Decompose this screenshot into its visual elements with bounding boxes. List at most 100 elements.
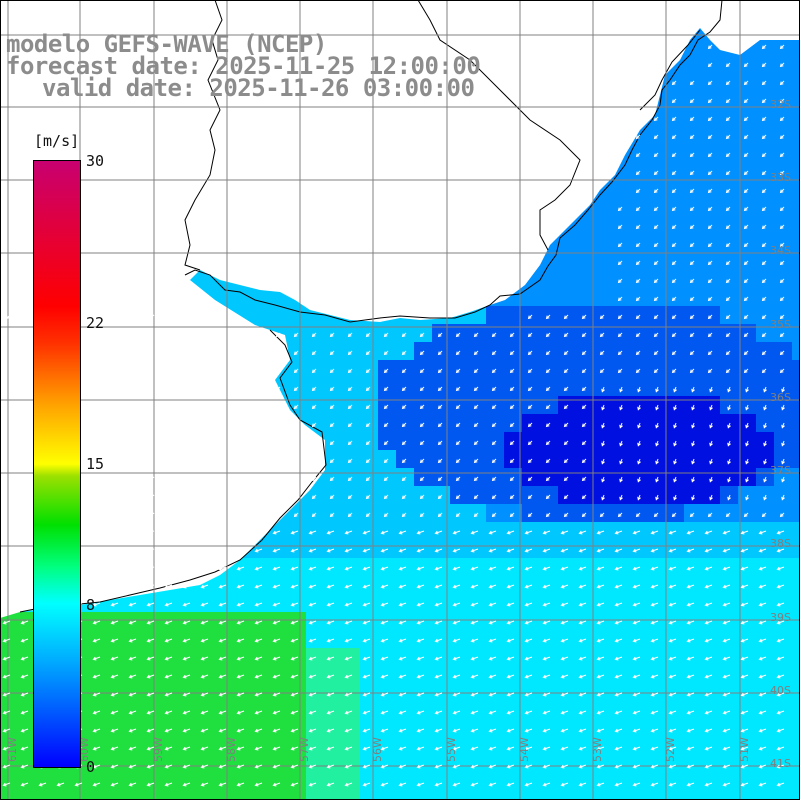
- wind-arrow: [164, 764, 173, 769]
- field-cell: [486, 342, 504, 360]
- wind-arrow: [761, 314, 767, 320]
- wind-arrow: [308, 764, 317, 769]
- wind-arrow: [671, 332, 677, 338]
- wind-arrow: [619, 386, 623, 393]
- wind-arrow: [110, 728, 119, 733]
- wind-arrow: [488, 548, 497, 553]
- wind-arrow: [416, 530, 425, 535]
- wind-arrow: [293, 404, 299, 410]
- field-cell: [612, 432, 630, 450]
- latitude-label: 33S: [770, 171, 791, 184]
- field-cell: [666, 288, 684, 306]
- wind-arrow: [455, 386, 461, 392]
- wind-arrow: [164, 602, 173, 607]
- wind-arrow: [653, 224, 659, 230]
- field-cell: [774, 36, 792, 54]
- wind-arrow: [20, 638, 29, 643]
- field-cell: [774, 144, 792, 162]
- field-cell: [720, 414, 738, 432]
- field-cell: [702, 180, 720, 198]
- field-cell: [666, 792, 684, 800]
- wind-arrow: [146, 746, 155, 751]
- field-cell: [702, 54, 720, 72]
- wind-arrow: [668, 728, 677, 733]
- wind-arrow: [344, 602, 353, 607]
- wind-arrow: [92, 566, 101, 571]
- wind-arrow: [727, 494, 731, 501]
- wind-arrow: [293, 440, 299, 446]
- wind-arrow: [614, 620, 623, 625]
- field-cell: [432, 324, 450, 342]
- field-cell: [792, 144, 800, 162]
- wind-arrow: [704, 674, 713, 679]
- wind-arrow: [239, 386, 245, 392]
- wind-arrow: [722, 584, 731, 589]
- wind-arrow: [691, 422, 695, 429]
- wind-arrow: [344, 530, 353, 535]
- field-cell: [630, 378, 648, 396]
- wind-arrow: [491, 458, 497, 464]
- wind-arrow: [668, 782, 677, 787]
- field-cell: [648, 486, 666, 504]
- wind-arrow: [545, 350, 551, 356]
- wind-arrow: [362, 764, 371, 769]
- wind-arrow: [452, 656, 461, 661]
- wind-arrow: [653, 170, 659, 176]
- wind-arrow: [419, 368, 425, 374]
- wind-arrow: [527, 314, 533, 320]
- wind-arrow: [254, 566, 263, 571]
- wind-arrow: [707, 260, 713, 266]
- field-cell: [342, 414, 360, 432]
- wind-arrow: [20, 782, 29, 787]
- field-cell: [450, 504, 468, 522]
- field-cell: [774, 432, 792, 450]
- field-cell: [576, 486, 594, 504]
- wind-arrow: [164, 566, 173, 571]
- wind-arrow: [254, 710, 263, 715]
- wind-arrow: [704, 602, 713, 607]
- field-cell: [540, 306, 558, 324]
- wind-arrow: [707, 314, 713, 320]
- wind-arrow: [272, 566, 281, 571]
- wind-arrow: [578, 584, 587, 589]
- field-cell: [414, 468, 432, 486]
- wind-arrow: [239, 404, 245, 410]
- wind-arrow: [329, 404, 335, 410]
- wind-arrow: [272, 728, 281, 733]
- wind-arrow: [473, 404, 479, 410]
- wind-arrow: [182, 638, 191, 643]
- field-cell: [738, 108, 756, 126]
- wind-arrow: [347, 350, 353, 356]
- field-cell: [486, 306, 504, 324]
- field-cell: [522, 342, 540, 360]
- wind-arrow: [362, 692, 371, 697]
- wind-arrow: [740, 656, 749, 661]
- field-cell: [360, 432, 378, 450]
- wind-arrow: [398, 566, 407, 571]
- wind-arrow: [293, 458, 299, 464]
- wind-arrow: [545, 422, 551, 428]
- colorbar-tick-label: 15: [86, 455, 105, 473]
- wind-arrow: [599, 368, 605, 374]
- wind-arrow: [326, 584, 335, 589]
- wind-arrow: [488, 584, 497, 589]
- field-cell: [666, 378, 684, 396]
- field-cell: [558, 486, 576, 504]
- field-cell: [738, 360, 756, 378]
- field-cell: [774, 216, 792, 234]
- field-cell: [324, 360, 342, 378]
- wind-arrow: [637, 494, 641, 501]
- wind-arrow: [146, 584, 155, 589]
- wind-arrow: [452, 692, 461, 697]
- wind-arrow: [365, 458, 371, 464]
- latitude-label: 39S: [770, 611, 791, 624]
- wind-arrow: [275, 386, 281, 392]
- field-cell: [450, 378, 468, 396]
- wind-arrow: [92, 728, 101, 733]
- wind-arrow: [524, 584, 533, 589]
- wind-arrow: [275, 494, 281, 500]
- wind-arrow: [329, 368, 335, 374]
- wind-arrow: [761, 80, 767, 86]
- field-cell: [756, 324, 774, 342]
- field-cell: [504, 432, 522, 450]
